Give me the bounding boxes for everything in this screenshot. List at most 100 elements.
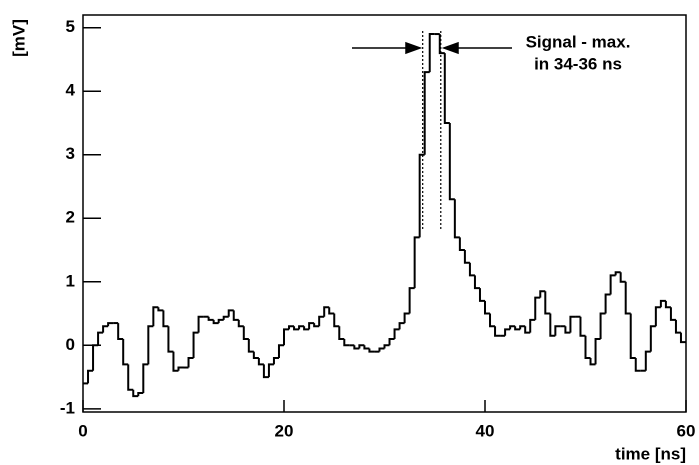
histogram-bin — [609, 274, 616, 295]
arrows — [352, 41, 512, 55]
histogram-bin — [584, 335, 591, 360]
histogram-bin — [162, 310, 169, 328]
histogram-bin — [524, 326, 531, 334]
histogram-bin — [659, 299, 666, 308]
histogram-bin — [408, 287, 415, 314]
histogram-bin — [152, 306, 159, 327]
histogram-bin — [338, 326, 345, 340]
histogram-bin — [579, 316, 586, 337]
histogram-bin — [222, 315, 229, 320]
histogram-bin — [147, 325, 154, 365]
histogram-bin — [122, 338, 129, 366]
histogram-bin — [353, 345, 360, 350]
histogram-bin — [428, 33, 435, 73]
histogram-bin — [453, 199, 460, 239]
frame — [82, 14, 687, 413]
histogram-bin — [443, 53, 450, 124]
histogram-bin — [679, 332, 686, 344]
histogram-bin — [614, 271, 621, 276]
y-tick-label: 5 — [66, 17, 75, 36]
histogram-bin — [529, 318, 536, 333]
histogram-bin — [669, 307, 676, 321]
histogram-bin — [504, 328, 511, 336]
histogram-bin — [242, 326, 249, 340]
x-tick-label: 40 — [476, 421, 495, 440]
histogram-bin — [649, 325, 656, 352]
histogram-bin — [509, 325, 516, 330]
histogram-bin — [634, 358, 641, 372]
histogram-bin — [308, 322, 315, 330]
histogram-bin — [87, 369, 94, 384]
histogram-bin — [177, 366, 184, 371]
histogram-bin — [132, 389, 139, 398]
histogram-bin — [257, 358, 264, 366]
histogram-bin — [458, 237, 465, 252]
histogram-bin — [212, 319, 219, 325]
histogram-bin — [569, 315, 576, 333]
histogram-bin — [478, 288, 485, 302]
histogram-bin — [388, 337, 395, 346]
histogram-bin — [157, 307, 164, 312]
y-tick-label: 2 — [66, 208, 75, 227]
histogram-bin — [549, 313, 556, 337]
annotation: Signal - max. — [526, 32, 631, 51]
histogram-bin — [363, 345, 370, 350]
histogram-bin — [604, 293, 611, 314]
histogram-bin — [237, 319, 244, 328]
histogram-bin — [463, 250, 470, 264]
histogram-bin — [473, 275, 480, 290]
histogram-bin — [137, 391, 144, 397]
histogram-bin — [619, 272, 626, 283]
histogram-bin — [378, 347, 385, 352]
histogram-bin — [328, 307, 335, 315]
histogram-bin — [232, 310, 239, 321]
histogram-bin — [418, 153, 425, 238]
histogram-bin — [272, 357, 279, 365]
histogram-bin — [564, 326, 571, 334]
histogram-bin — [629, 313, 636, 360]
histogram-bin — [303, 326, 310, 331]
histogram-bin — [624, 281, 631, 315]
histogram-bin — [539, 290, 546, 298]
histogram-bin — [247, 338, 254, 353]
histogram-bin — [217, 318, 224, 324]
histogram-bin — [142, 363, 149, 393]
histogram-bin — [534, 296, 541, 320]
histogram-bin — [448, 122, 455, 201]
histogram-bin — [438, 34, 445, 55]
histogram-bin — [654, 306, 661, 327]
x-tick-label: 60 — [677, 421, 696, 440]
histogram-bin — [92, 344, 99, 371]
histogram-bin — [167, 326, 174, 353]
histogram-bin — [283, 328, 290, 346]
histogram-bin — [599, 312, 606, 339]
histogram-bin — [323, 306, 330, 317]
histogram-bin — [403, 312, 410, 324]
histogram-bin — [318, 315, 325, 327]
x-tick-label: 0 — [78, 421, 87, 440]
histogram-bin — [187, 357, 194, 368]
histogram-bin — [664, 300, 671, 309]
x-axis-label: time [ns] — [615, 444, 686, 463]
histogram-bin — [489, 313, 496, 328]
histogram-bin — [343, 338, 350, 347]
histogram-bin — [97, 331, 104, 346]
histogram-bin — [423, 71, 430, 155]
histogram-bin — [383, 344, 390, 349]
histogram-bin — [117, 323, 124, 340]
histogram-bin — [589, 358, 596, 366]
histogram-bin — [313, 323, 320, 328]
y-axis-label: [mV] — [9, 19, 28, 57]
histogram-bin — [252, 351, 259, 360]
y-tick-label: -1 — [60, 398, 75, 417]
histogram-bin — [468, 262, 475, 277]
histogram-bin — [298, 325, 305, 330]
histogram-bin — [107, 322, 114, 327]
histogram-bin — [393, 328, 400, 339]
histogram-bin — [484, 300, 491, 315]
histogram-bin — [368, 348, 375, 353]
y-tick-label: 0 — [66, 335, 75, 354]
histogram-bin — [333, 313, 340, 328]
histogram-bin — [293, 326, 300, 331]
